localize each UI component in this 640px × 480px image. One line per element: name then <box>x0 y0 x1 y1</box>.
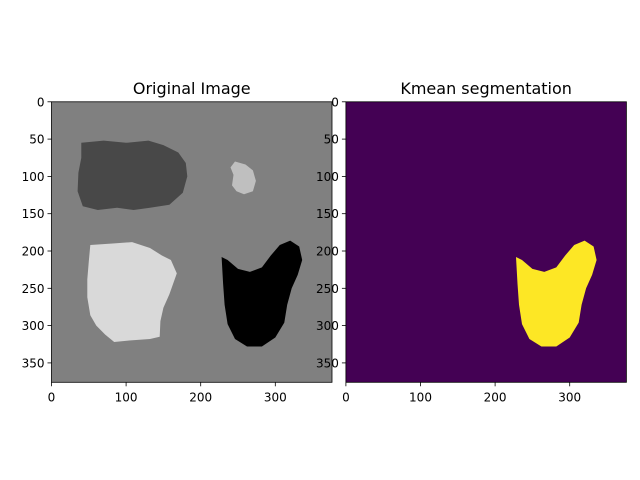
image-background <box>345 101 627 383</box>
x-tick-label: 100 <box>409 390 432 404</box>
region-white-blob <box>87 242 177 342</box>
x-tick-label: 100 <box>115 390 138 404</box>
y-tick-label: 50 <box>29 133 44 147</box>
y-tick-label: 50 <box>324 133 339 147</box>
x-tick-label: 200 <box>189 390 212 404</box>
y-tick-label: 300 <box>22 319 45 333</box>
region-dark-gray-blob <box>77 140 188 210</box>
axes-frame <box>51 101 333 383</box>
y-tick-label: 300 <box>316 319 339 333</box>
y-tick-label: 250 <box>316 282 339 296</box>
y-tick-label: 150 <box>22 207 45 221</box>
x-tick-label: 200 <box>484 390 507 404</box>
y-tick-label: 250 <box>22 282 45 296</box>
y-tick-label: 0 <box>37 95 45 109</box>
chart-title: Kmean segmentation <box>400 79 572 98</box>
region-light-gray-small-blob <box>230 161 256 195</box>
y-tick-label: 100 <box>22 170 45 184</box>
y-tick-label: 200 <box>22 245 45 259</box>
region-black-blob <box>221 240 303 347</box>
y-tick-label: 200 <box>316 245 339 259</box>
y-tick-label: 150 <box>316 207 339 221</box>
x-tick-label: 300 <box>264 390 287 404</box>
panel-kmean-segmentation: Kmean segmentation 0 100 200 300 0 50 100 150 200… <box>316 79 627 404</box>
x-tick-label: 300 <box>558 390 581 404</box>
y-tick-label: 350 <box>22 356 45 370</box>
y-tick-label: 350 <box>316 356 339 370</box>
x-tick-label: 0 <box>342 390 350 404</box>
y-tick-label: 100 <box>316 170 339 184</box>
region-segmented-blob <box>516 240 597 347</box>
chart-title: Original Image <box>133 79 251 98</box>
x-tick-label: 0 <box>48 390 56 404</box>
y-tick-label: 0 <box>331 95 339 109</box>
axes-frame <box>345 101 627 383</box>
panel-original-image: Original Image 0 100 200 300 0 50 100 150 200 250 3… <box>22 79 333 404</box>
